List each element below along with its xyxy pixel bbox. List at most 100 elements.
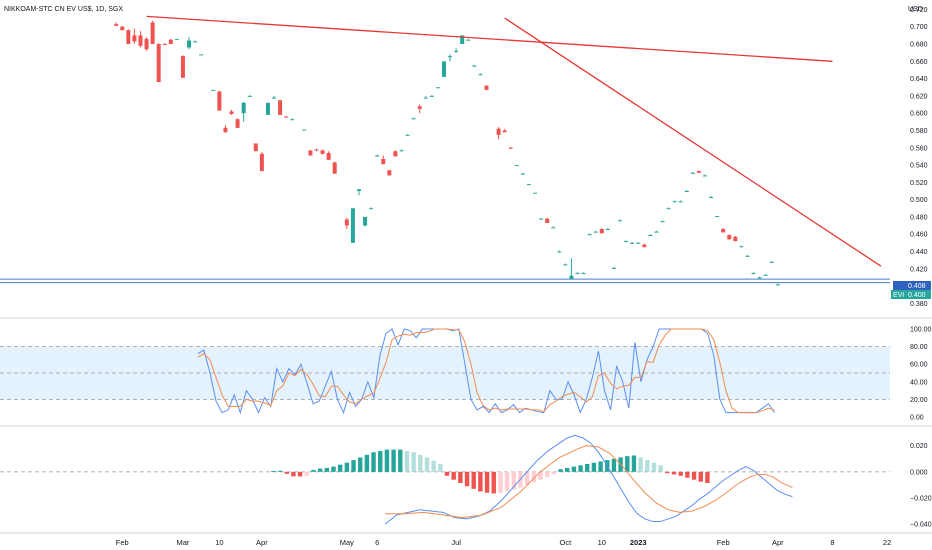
- macd-hist-bar: [625, 456, 630, 472]
- macd-hist-bar: [291, 471, 296, 477]
- candle-body: [138, 35, 143, 46]
- macd-hist-bar: [297, 471, 303, 477]
- macd-hist-bar: [484, 471, 490, 493]
- candle-body: [132, 35, 137, 42]
- macd-hist-bar: [571, 466, 577, 472]
- candle-body: [460, 35, 465, 45]
- candle-body: [363, 216, 368, 226]
- macd-hist-bar: [551, 471, 557, 475]
- candle-body: [624, 241, 629, 243]
- macd-hist-bar: [371, 452, 376, 472]
- macd-hist-bar: [378, 450, 383, 472]
- macd-hist-bar: [404, 450, 410, 472]
- candle-body: [696, 171, 701, 173]
- candle-body: [666, 208, 671, 210]
- candle-body: [648, 235, 653, 237]
- candle-body: [344, 219, 349, 226]
- macd-hist-bar: [324, 467, 330, 472]
- candle-body: [775, 284, 780, 286]
- macd-hist-bar: [458, 471, 463, 483]
- candle-body: [217, 91, 222, 111]
- candle-body: [429, 95, 434, 97]
- price-badges: 0.408 EVO 0.400: [891, 281, 931, 299]
- candle-body: [375, 155, 380, 157]
- candle-body: [393, 151, 398, 157]
- candle-body: [229, 111, 234, 115]
- candle-body: [739, 246, 744, 248]
- candle-body: [496, 128, 501, 135]
- x-axis-label: 8: [830, 538, 834, 547]
- x-axis-label: May: [340, 538, 354, 547]
- trend-line: [146, 15, 833, 62]
- macd-hist-bar: [705, 471, 710, 483]
- price-y-tick: 0.380: [910, 301, 928, 308]
- macd-hist-bar: [585, 464, 590, 472]
- candle-body: [678, 201, 683, 203]
- macd-hist-bar: [598, 461, 603, 472]
- candle-body: [150, 22, 155, 45]
- candle-body: [223, 127, 228, 133]
- stoch-y-tick: 20.00: [910, 397, 928, 404]
- macd-hist-bar: [351, 460, 356, 472]
- evo-badge-label-bg: [891, 290, 904, 299]
- candle-body: [356, 189, 361, 191]
- candle-body: [144, 38, 149, 50]
- candle-body: [654, 231, 659, 233]
- price-y-tick: 0.700: [910, 24, 928, 31]
- chart-title: NIKKOAM-STC CN EV US$, 1D, SGX: [4, 6, 123, 13]
- evo-badge-value-bg: [904, 290, 931, 299]
- macd-line-macd: [384, 434, 793, 525]
- candle-body: [599, 229, 604, 234]
- candle-body: [763, 274, 768, 276]
- price-y-tick: 0.440: [910, 249, 928, 256]
- price-y-tick: 0.680: [910, 42, 928, 49]
- macd-y-tick: 0.020: [910, 443, 928, 450]
- macd-hist-bar: [591, 462, 597, 472]
- candle-body: [636, 242, 641, 244]
- candle-body: [272, 97, 277, 99]
- candle-body: [180, 56, 185, 78]
- macd-hist-bar: [665, 471, 670, 474]
- macd-hist-bar: [418, 454, 423, 472]
- candle-body: [563, 264, 568, 266]
- candle-body: [769, 261, 774, 263]
- macd-hist-bar: [364, 454, 370, 472]
- macd-hist-bar: [498, 471, 503, 493]
- currency-label: USD: [908, 6, 923, 13]
- candle-body: [253, 143, 258, 152]
- candle-body: [448, 56, 453, 58]
- stoch-y-tick: 80.00: [910, 344, 928, 351]
- x-axis-label: Mar: [176, 538, 189, 547]
- macd-hist-bar: [504, 471, 510, 492]
- price-y-tick: 0.580: [910, 128, 928, 135]
- candle-body: [690, 172, 695, 174]
- candle-body: [581, 273, 586, 275]
- candle-body: [630, 242, 635, 244]
- macd-hist-bar: [511, 471, 516, 490]
- trend-line: [504, 17, 882, 267]
- panes: 0.720 0.700 0.680 0.660 0.640 0.620 0.600 0.580…: [0, 7, 932, 547]
- candle-body: [672, 201, 677, 203]
- candle-body: [660, 221, 665, 223]
- candle-body: [290, 119, 295, 121]
- candle-body: [605, 229, 610, 231]
- macd-hist-bar: [578, 465, 583, 472]
- macd-hist-bar: [631, 455, 637, 472]
- candle-body: [454, 50, 459, 52]
- macd-y-tick: −0.040: [910, 522, 932, 529]
- macd-hist-bar: [645, 460, 650, 472]
- macd-hist-bar: [398, 449, 403, 472]
- last-price-badge: [893, 281, 931, 290]
- x-axis-label: Apr: [256, 538, 268, 547]
- macd-line-signal: [385, 445, 793, 519]
- candle-body: [320, 150, 325, 154]
- candle-body: [715, 216, 720, 218]
- macd-hist-bar: [471, 471, 476, 489]
- candle-body: [642, 244, 647, 248]
- macd-hist-bar: [538, 471, 543, 480]
- candle-body: [569, 275, 574, 280]
- macd-y-tick: 0.000: [910, 469, 928, 476]
- candle-body: [727, 235, 732, 240]
- candle-body: [302, 129, 307, 131]
